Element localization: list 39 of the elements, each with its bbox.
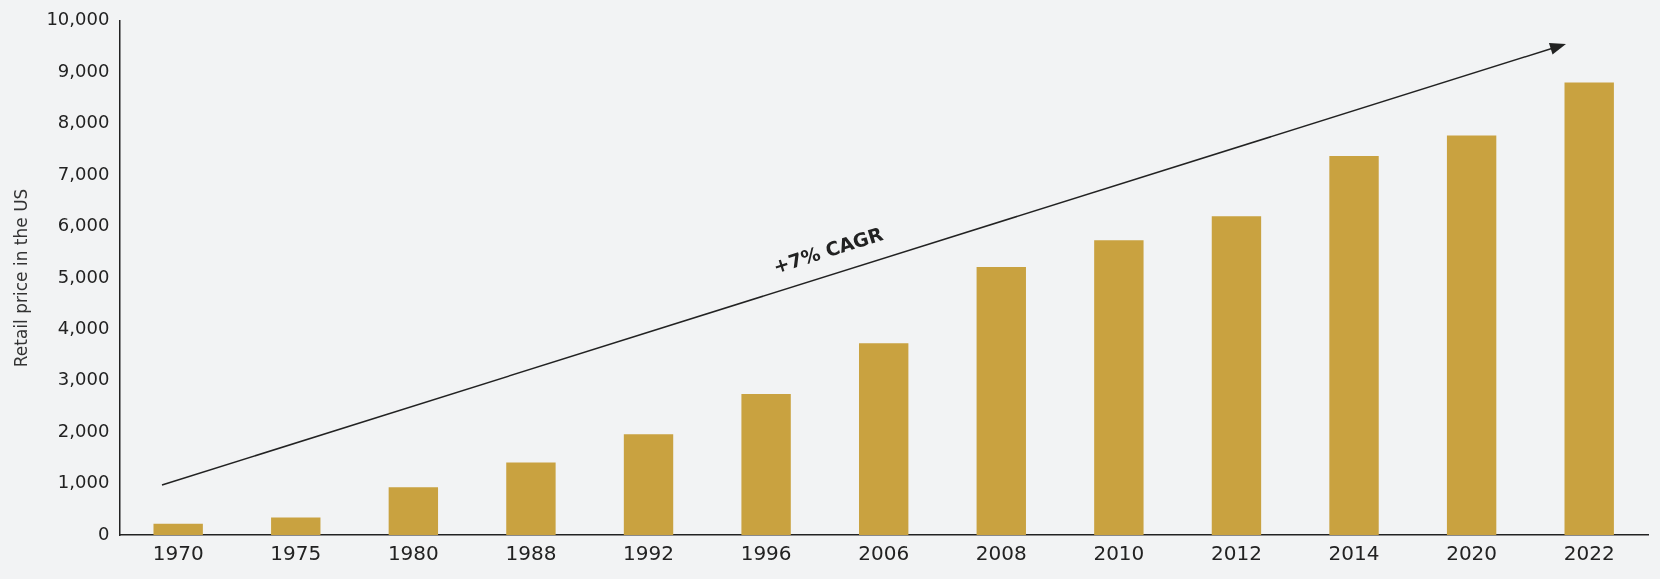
bar: [623, 434, 674, 535]
y-tick-label: 0: [97, 522, 110, 544]
y-tick-label: 7,000: [57, 162, 110, 184]
x-tick-label: 1975: [270, 541, 322, 566]
bar: [1564, 82, 1614, 535]
bar: [1329, 156, 1379, 535]
y-tick-label: 8,000: [57, 111, 110, 133]
y-tick-label: 2,000: [57, 419, 110, 441]
x-tick-label: 2006: [858, 541, 910, 566]
x-tick-label: 1980: [387, 541, 439, 566]
y-tick-label: 9,000: [57, 59, 110, 81]
bar: [271, 517, 321, 535]
bar: [1211, 216, 1262, 535]
bar: [859, 343, 909, 535]
x-tick-label: 2014: [1328, 541, 1380, 566]
y-tick-label: 1,000: [57, 471, 110, 493]
y-tick-label: 4,000: [57, 316, 110, 338]
x-tick-label: 1988: [505, 541, 557, 566]
y-tick-label: 6,000: [57, 214, 110, 236]
y-tick-label: 5,000: [57, 265, 110, 287]
x-tick-label: 2010: [1093, 541, 1145, 566]
bar: [976, 267, 1026, 535]
x-tick-label: 1996: [740, 541, 792, 566]
bar: [153, 523, 203, 535]
x-tick-label: 2020: [1446, 541, 1498, 566]
x-tick-label: 1970: [152, 541, 204, 566]
x-tick-label: 2008: [975, 541, 1027, 566]
bar: [741, 394, 791, 535]
x-tick-label: 2022: [1563, 541, 1615, 566]
annotation: +7% CAGR: [770, 222, 886, 278]
bar: [1094, 240, 1144, 535]
bar: [388, 487, 439, 535]
x-tick-label: 1992: [623, 541, 674, 566]
y-axis-title: Retail price in the US: [10, 188, 31, 368]
bar: [506, 462, 556, 535]
y-tick-label: 3,000: [57, 368, 110, 390]
bar: [1446, 135, 1497, 535]
y-tick-label: 10,000: [46, 8, 110, 30]
x-tick-label: 2012: [1211, 541, 1262, 566]
